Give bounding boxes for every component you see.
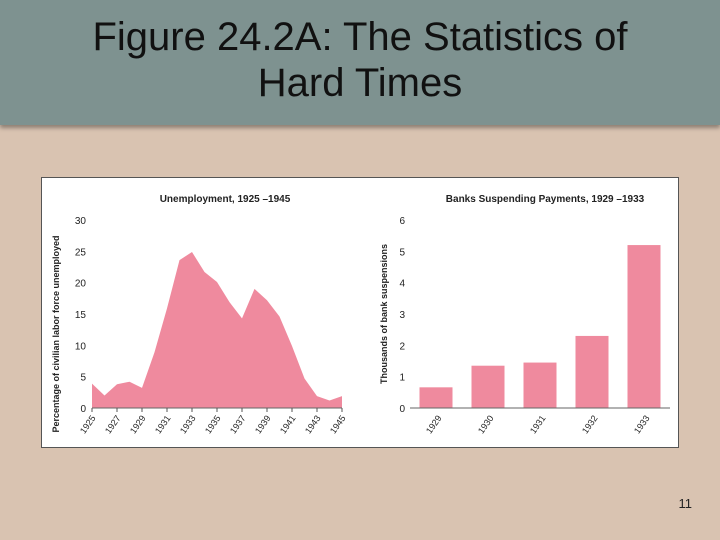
- bank-suspensions-chart: Banks Suspending Payments, 1929 –1933 Tho…: [379, 194, 670, 436]
- x-tick-label: 1935: [203, 413, 223, 435]
- y-tick-label: 1: [399, 373, 405, 384]
- page-number: 11: [678, 496, 693, 511]
- y-tick-label: 0: [399, 404, 405, 415]
- y-tick-label: 5: [80, 373, 86, 384]
- y-tick-label: 2: [399, 341, 405, 352]
- chart-title: Unemployment, 1925 –1945: [160, 194, 291, 205]
- chart-title: Banks Suspending Payments, 1929 –1933: [446, 194, 645, 205]
- y-tick-label: 10: [75, 341, 87, 352]
- x-tick-label: 1929: [424, 413, 444, 435]
- y-tick-label: 5: [399, 247, 405, 258]
- slide-title: Figure 24.2A: The Statistics of Hard Tim…: [92, 15, 628, 105]
- y-tick-label: 6: [399, 216, 405, 227]
- y-axis-label: Percentage of civilian labor force unemp…: [51, 235, 61, 432]
- x-tick-label: 1945: [328, 413, 348, 435]
- x-tick-label: 1937: [228, 413, 248, 435]
- unemployment-area: [92, 252, 342, 408]
- y-tick-label: 15: [75, 310, 87, 321]
- y-tick-label: 20: [75, 279, 87, 290]
- x-tick-label: 1941: [278, 413, 298, 435]
- bar-1932: [575, 335, 609, 408]
- x-tick-label: 1927: [103, 413, 123, 435]
- x-tick-label: 1933: [632, 413, 652, 435]
- y-axis-label: Thousands of bank suspensions: [379, 244, 389, 384]
- x-tick-label: 1929: [128, 413, 148, 435]
- x-tick-label: 1931: [528, 413, 548, 435]
- x-tick-label: 1931: [153, 413, 173, 435]
- y-tick-label: 25: [75, 247, 87, 258]
- x-tick-label: 1939: [253, 413, 273, 435]
- x-tick-label: 1930: [476, 413, 496, 435]
- bar-1930: [471, 365, 505, 408]
- y-tick-label: 30: [75, 216, 87, 227]
- figure-box: Unemployment, 1925 –1945 Percentage of ci…: [41, 177, 679, 448]
- charts-figure: Unemployment, 1925 –1945 Percentage of ci…: [51, 194, 670, 436]
- x-tick-label: 1925: [78, 413, 98, 435]
- bar-1931: [523, 362, 557, 408]
- x-tick-label: 1932: [580, 413, 600, 435]
- title-bar: Figure 24.2A: The Statistics of Hard Tim…: [0, 0, 720, 125]
- bar-1929: [419, 387, 453, 408]
- x-tick-label: 1943: [303, 413, 323, 435]
- y-tick-label: 3: [399, 310, 405, 321]
- unemployment-chart: Unemployment, 1925 –1945 Percentage of ci…: [51, 194, 348, 436]
- x-tick-label: 1933: [178, 413, 198, 435]
- y-tick-label: 0: [80, 404, 86, 415]
- bar-1933: [627, 245, 661, 408]
- y-tick-label: 4: [399, 279, 405, 290]
